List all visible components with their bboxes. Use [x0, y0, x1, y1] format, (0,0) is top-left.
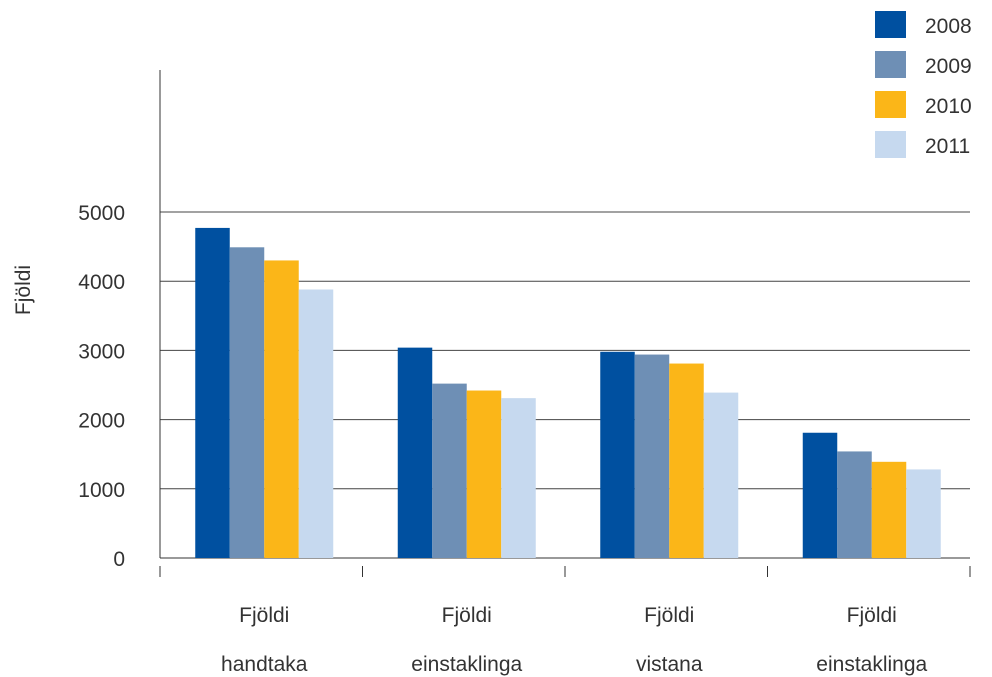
legend-label: 2008 [925, 15, 972, 38]
legend-swatch [875, 131, 906, 158]
bar-2011 [298, 289, 334, 558]
y-tick-labels: 0 1000 2000 3000 4000 5000 [78, 202, 125, 571]
bar-2010 [871, 461, 907, 558]
y-tick-label: 0 [113, 548, 125, 571]
x-category-label: Fjöldi [847, 604, 897, 627]
y-axis-label: Fjöldi [12, 265, 35, 315]
bar-2010 [669, 363, 704, 558]
y-tick-label: 3000 [78, 340, 125, 363]
legend-swatch [875, 11, 906, 38]
bar-2009 [634, 354, 670, 558]
bar-2008 [802, 432, 838, 558]
x-tick-marks [159, 566, 971, 577]
x-category-labels: Fjöldi handtaka Fjöldi einstaklinga Fjöldi vi… [221, 604, 927, 676]
bar-2011 [501, 398, 536, 558]
y-tick-label: 4000 [78, 271, 125, 294]
legend-label: 2010 [925, 95, 972, 118]
legend-swatch [875, 51, 906, 78]
y-tick-label: 2000 [78, 410, 125, 433]
bar-2009 [837, 451, 872, 558]
x-category-label: einstaklinga [816, 653, 927, 676]
bar-2011 [703, 392, 739, 558]
x-category-label: handtaka [221, 653, 308, 676]
bar-2008 [397, 347, 433, 558]
bar-2009 [229, 247, 265, 559]
bar-2011 [906, 469, 941, 558]
x-category-label: Fjöldi [442, 604, 492, 627]
bar-2008 [195, 227, 230, 558]
bar-2010 [264, 260, 299, 558]
x-category-label: Fjöldi [644, 604, 694, 627]
x-category-label: einstaklinga [411, 653, 522, 676]
y-tick-label: 5000 [78, 202, 125, 225]
bar-2008 [600, 351, 635, 558]
x-category-label: vistana [636, 653, 703, 676]
bars [195, 227, 941, 559]
legend-label: 2011 [925, 135, 970, 158]
legend-label: 2009 [925, 55, 972, 78]
x-category-label: Fjöldi [239, 604, 289, 627]
bar-2009 [432, 383, 467, 558]
bar-2010 [466, 390, 502, 558]
legend: 2008 2009 2010 2011 [875, 11, 972, 158]
y-tick-label: 1000 [78, 479, 125, 502]
legend-swatch [875, 91, 906, 118]
